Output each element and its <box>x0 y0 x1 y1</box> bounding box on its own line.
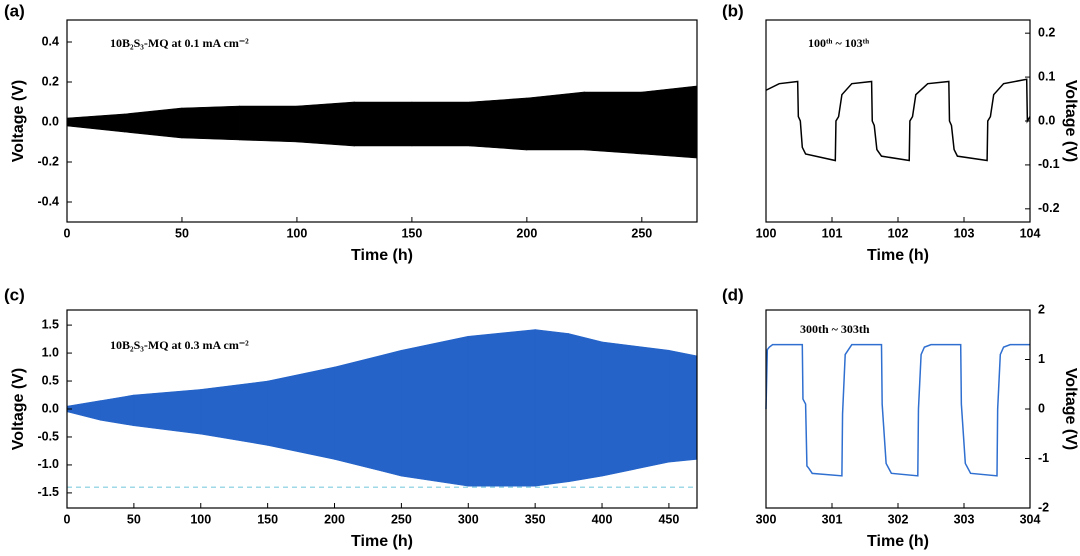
oscillation-band <box>124 107 183 139</box>
y-tick-label: 1 <box>1038 352 1045 366</box>
y-tick-label: -0.2 <box>37 154 59 168</box>
oscillation-band <box>601 341 670 477</box>
oscillation-band <box>584 91 643 155</box>
oscillation-band <box>469 97 528 151</box>
y-tick-label: 1.5 <box>42 317 59 331</box>
x-tick-label: 100 <box>756 226 777 240</box>
y-tick-label: 0.0 <box>42 401 59 415</box>
x-axis-title: Time (h) <box>867 533 929 550</box>
annotation: 10B₂S₃-MQ at 0.3 mA cm⁻² <box>110 338 249 352</box>
plot-frame <box>765 19 1031 223</box>
oscillation-band <box>334 349 402 477</box>
x-tick-label: 100 <box>286 226 307 240</box>
oscillation-band <box>239 105 298 143</box>
voltage-line <box>765 343 1030 477</box>
x-axis-title: Time (h) <box>351 533 413 550</box>
oscillation-band <box>100 394 135 427</box>
panel-label: (a) <box>4 1 25 20</box>
x-axis-title: Time (h) <box>867 247 929 264</box>
y-tick-label: -0.5 <box>37 429 59 443</box>
x-tick-label: 103 <box>954 226 975 240</box>
y-axis-title: Voltage (V) <box>1062 80 1079 162</box>
x-tick-label: 101 <box>822 226 843 240</box>
x-axis-title: Time (h) <box>351 247 413 264</box>
oscillation-band <box>411 101 470 147</box>
oscillation-band <box>467 329 536 487</box>
oscillation-band <box>296 101 355 147</box>
x-tick-label: 100 <box>190 512 211 526</box>
y-tick-label: -1 <box>1038 451 1049 465</box>
oscillation-band <box>200 380 268 446</box>
oscillation-band <box>534 329 569 487</box>
y-axis-title: Voltage (V) <box>1062 368 1079 450</box>
x-tick-label: 302 <box>888 512 909 526</box>
x-tick-label: 250 <box>391 512 412 526</box>
y-tick-label: 0.4 <box>42 34 59 48</box>
oscillation-band <box>568 333 603 483</box>
voltage-line <box>765 78 1031 162</box>
x-tick-label: 50 <box>175 226 189 240</box>
x-tick-label: 450 <box>658 512 679 526</box>
oscillation-band <box>401 335 469 487</box>
x-tick-label: 200 <box>516 226 537 240</box>
x-tick-label: 304 <box>1020 512 1041 526</box>
y-tick-label: 0.0 <box>1038 113 1055 127</box>
oscillation-band <box>133 389 202 435</box>
oscillation-band <box>526 91 585 151</box>
x-tick-label: 301 <box>822 512 843 526</box>
x-tick-label: 0 <box>64 512 71 526</box>
y-tick-label: -0.1 <box>1038 157 1060 171</box>
y-axis-title: Voltage (V) <box>10 368 27 450</box>
x-tick-label: 150 <box>401 226 422 240</box>
oscillation-band <box>267 366 335 460</box>
x-tick-label: 350 <box>525 512 546 526</box>
y-tick-label: -1.0 <box>37 457 59 471</box>
x-tick-label: 250 <box>631 226 652 240</box>
y-tick-label: -0.2 <box>1038 201 1060 215</box>
x-tick-label: 102 <box>888 226 909 240</box>
x-tick-label: 50 <box>127 512 141 526</box>
oscillation-band <box>668 349 698 463</box>
x-tick-label: 104 <box>1020 226 1041 240</box>
y-tick-label: 0.0 <box>42 114 59 128</box>
y-tick-label: 0.2 <box>42 74 59 88</box>
panel-label: (c) <box>4 285 25 304</box>
oscillation-band <box>66 400 101 421</box>
x-tick-label: 300 <box>756 512 777 526</box>
y-tick-label: -1.5 <box>37 485 59 499</box>
y-tick-label: 0.1 <box>1038 69 1055 83</box>
x-tick-label: 200 <box>324 512 345 526</box>
y-tick-label: 1.0 <box>42 345 59 359</box>
oscillation-band <box>181 105 240 141</box>
oscillation-band <box>66 113 125 133</box>
oscillation-band <box>354 101 413 147</box>
y-axis-title: Voltage (V) <box>10 80 27 162</box>
panel-label: (b) <box>722 1 744 20</box>
y-tick-label: 0.2 <box>1038 25 1055 39</box>
x-tick-label: 303 <box>954 512 975 526</box>
y-tick-label: 2 <box>1038 302 1045 316</box>
x-tick-label: 400 <box>592 512 613 526</box>
annotation: 300th ~ 303th <box>800 322 870 336</box>
y-tick-label: 0.5 <box>42 373 59 387</box>
y-tick-label: -0.4 <box>37 194 59 208</box>
plot-frame <box>66 19 698 223</box>
panel-label: (d) <box>722 285 744 304</box>
annotation: 10B₂S₃-MQ at 0.1 mA cm⁻² <box>110 36 249 50</box>
annotation: 100ᵗʰ ~ 103ᵗʰ <box>808 36 869 50</box>
x-tick-label: 150 <box>257 512 278 526</box>
oscillation-band <box>641 85 698 159</box>
y-tick-label: -2 <box>1038 500 1049 514</box>
x-tick-label: 300 <box>458 512 479 526</box>
x-tick-label: 0 <box>64 226 71 240</box>
y-tick-label: 0 <box>1038 401 1045 415</box>
